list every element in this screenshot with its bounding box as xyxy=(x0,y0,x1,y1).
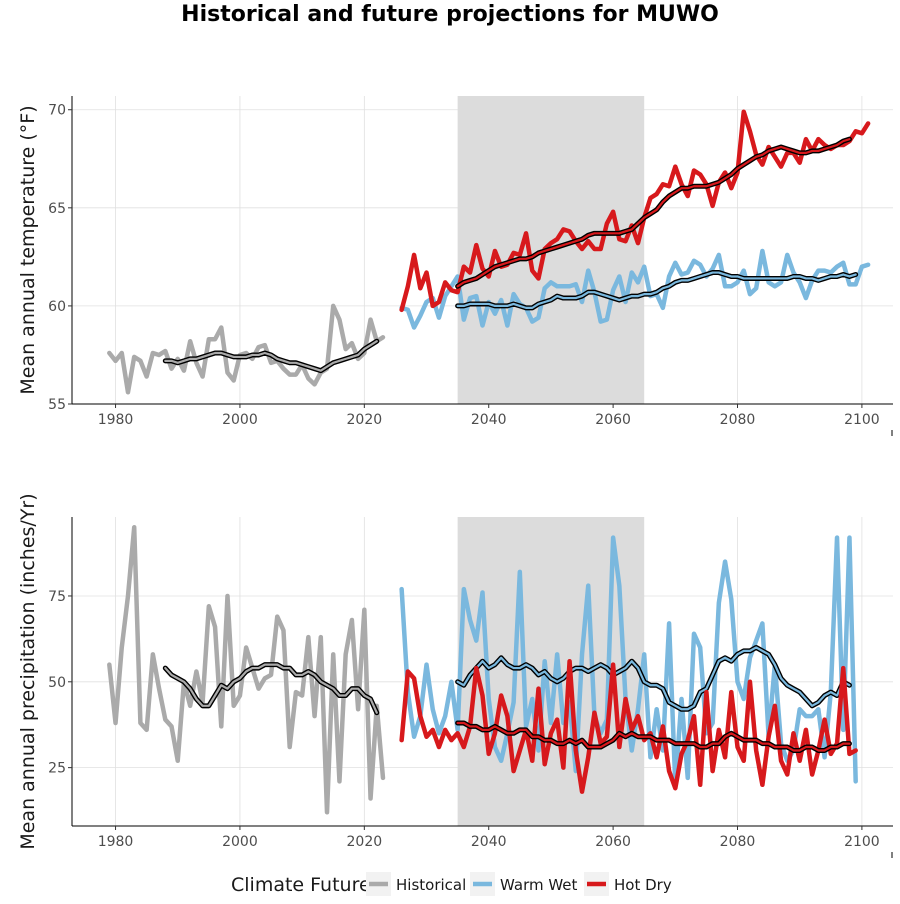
x-tick-label: 1980 xyxy=(98,412,134,428)
temperature-panel: 1980 2000 2020 2040 2060 2080 2100 55 60 65 70 Mean… xyxy=(17,96,893,436)
y-axis-title: Mean annual temperature (°F) xyxy=(17,105,39,394)
historical-series-line xyxy=(107,303,386,395)
y-tick-label: 70 xyxy=(48,103,66,119)
historical-smooth-line xyxy=(164,340,378,372)
historical-series-line xyxy=(107,525,386,815)
y-tick-label: 55 xyxy=(48,397,66,413)
legend-label-warm-wet: Warm Wet xyxy=(500,876,578,894)
x-tick-label: 2000 xyxy=(222,412,258,428)
x-tick-label: 2100 xyxy=(844,834,880,850)
y-tick-label: 50 xyxy=(48,675,66,691)
x-tick-label: 2060 xyxy=(595,834,631,850)
hot_dry-series-line xyxy=(399,109,871,313)
legend-title: Climate Future xyxy=(231,874,371,896)
x-tick-label: 2020 xyxy=(347,834,383,850)
y-tick-label: 75 xyxy=(48,589,66,605)
x-tick-label: 2080 xyxy=(720,412,756,428)
y-axis-title: Mean annual precipitation (inches/Yr) xyxy=(17,493,39,849)
warm_wet-series-line xyxy=(399,248,871,330)
x-tick-label: 2100 xyxy=(844,412,880,428)
legend-label-hot-dry: Hot Dry xyxy=(614,876,672,894)
hot_dry-smooth-line xyxy=(456,721,851,752)
warm_wet-smooth-line xyxy=(456,646,851,711)
x-tick-label: 2040 xyxy=(471,412,507,428)
y-tick-label: 25 xyxy=(48,761,66,777)
y-tick-label: 65 xyxy=(48,201,66,217)
y-tick-label: 60 xyxy=(48,299,66,315)
precipitation-panel: 1980 2000 2020 2040 2060 2080 2100 25 50 75 Mean a… xyxy=(17,493,893,858)
hot_dry-series-line xyxy=(399,658,858,794)
x-tick-label: 2080 xyxy=(720,834,756,850)
hot_dry-smooth-line xyxy=(456,138,851,288)
legend: Climate Future Historical Warm Wet Hot Dry xyxy=(231,872,672,896)
chart-title: Historical and future projections for MU… xyxy=(181,2,719,27)
x-tick-label: 2040 xyxy=(471,834,507,850)
x-tick-label: 1980 xyxy=(98,834,134,850)
legend-label-historical: Historical xyxy=(396,876,466,894)
warm_wet-smooth-line xyxy=(456,271,857,309)
x-tick-label: 2060 xyxy=(595,412,631,428)
x-tick-label: 2020 xyxy=(347,412,383,428)
historical-smooth-line xyxy=(164,663,378,714)
x-tick-label: 2000 xyxy=(222,834,258,850)
